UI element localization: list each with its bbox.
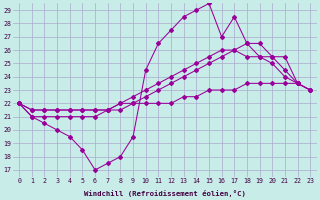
X-axis label: Windchill (Refroidissement éolien,°C): Windchill (Refroidissement éolien,°C) (84, 190, 246, 197)
